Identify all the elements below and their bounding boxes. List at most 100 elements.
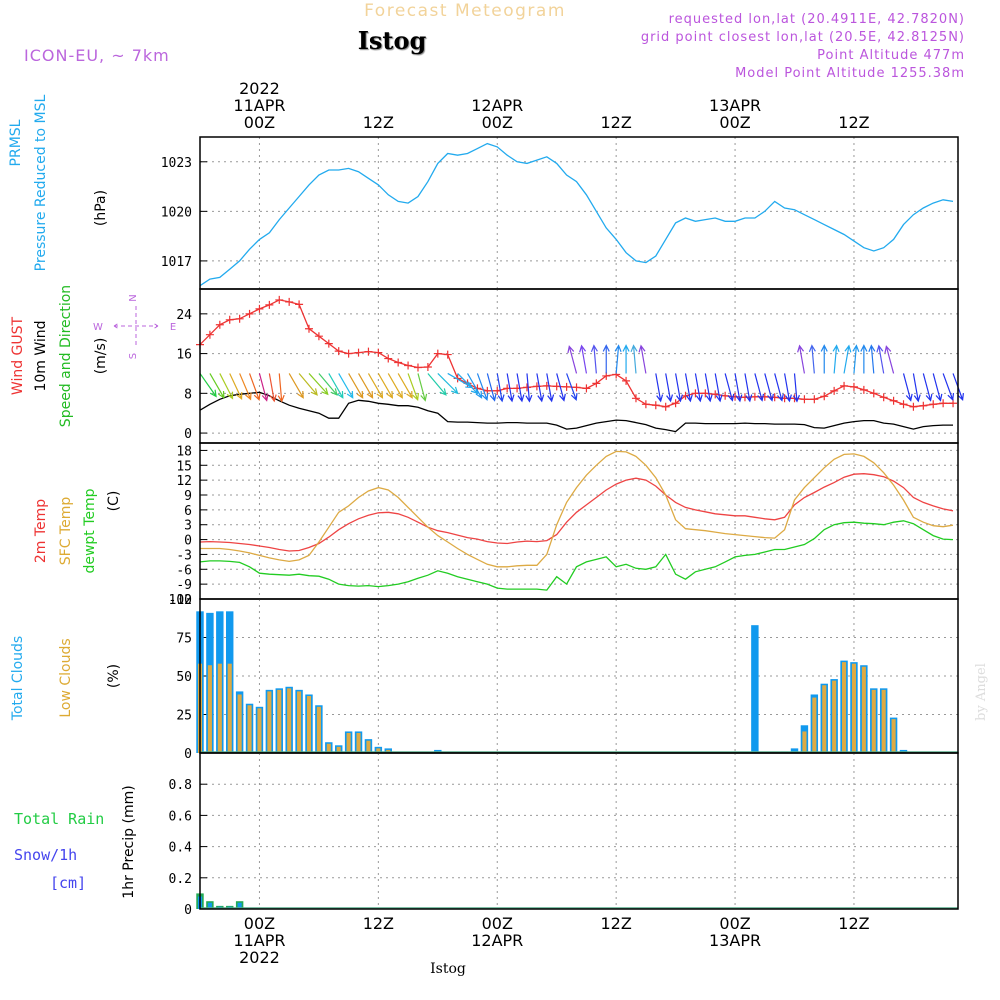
credit-watermark: by Angel <box>974 663 989 721</box>
wind-panel: 0 8 16 24 Wind GUST 10m Wind Speed and Directi… <box>10 285 964 444</box>
pressure-labels: PRMSL Pressure Reduced to MSL (hPa) <box>8 94 109 271</box>
gust-marker <box>344 349 353 358</box>
unit-label: (hPa) <box>93 190 109 226</box>
gust-marker <box>433 349 442 358</box>
wind-direction-arrow <box>774 373 784 402</box>
wind-direction-arrow <box>754 373 765 402</box>
gust-marker <box>324 339 333 348</box>
gust-marker <box>919 401 928 410</box>
model-label: ICON-EU, ~ 7km <box>24 46 170 65</box>
wind-direction-arrow <box>579 344 588 374</box>
top-time-label: 11APR <box>233 96 285 115</box>
y-tick-label: 24 <box>176 308 192 323</box>
wind-direction-arrow <box>734 373 743 403</box>
gridpoint-coords: grid point closest lon,lat (20.5E, 42.81… <box>641 30 965 45</box>
y-tick-label: 100 <box>169 593 192 608</box>
wind-direction-arrow <box>387 373 403 399</box>
y-tick-label: 0.6 <box>169 809 192 824</box>
top-time-label: 13APR <box>709 96 761 115</box>
gust-marker <box>572 383 581 392</box>
clouds-bar <box>891 719 896 753</box>
wind-direction-arrow <box>832 344 840 374</box>
y-tick-label: 0 <box>184 903 192 918</box>
wind-direction-arrow <box>277 373 285 403</box>
temperature-series-line-1 <box>200 450 954 568</box>
gust-marker <box>582 384 591 393</box>
ylabel-total-clouds: Total Clouds <box>10 636 26 721</box>
wind-direction-arrow <box>268 373 277 403</box>
wind-direction-arrow <box>476 373 489 402</box>
ylabel-temp-2: dewpt Temp <box>82 488 98 573</box>
wind-direction-arrow <box>298 373 318 396</box>
ylabel-snow-unit: [cm] <box>50 874 86 892</box>
gust-marker <box>285 297 294 306</box>
wind-direction-arrow <box>457 373 479 395</box>
gust-marker <box>205 330 214 339</box>
y-tick-label: 25 <box>176 709 192 724</box>
top-time-label: 00Z <box>482 113 513 132</box>
gust-marker <box>711 390 720 399</box>
wind-direction-arrow <box>348 373 364 399</box>
gust-marker <box>810 395 819 404</box>
ylabel-prmsl: PRMSL <box>8 119 24 166</box>
top-time-label: 00Z <box>244 113 275 132</box>
precip-bar <box>207 902 212 909</box>
clouds-bar <box>871 689 876 753</box>
y-tick-label: 12 <box>176 474 192 489</box>
ylabel-total-rain: Total Rain <box>14 810 104 828</box>
gust-marker <box>899 400 908 409</box>
gust-marker <box>443 350 452 359</box>
temperature-series-line-0 <box>199 473 954 552</box>
wind-direction-arrow <box>219 373 234 400</box>
clouds-bar <box>790 748 799 753</box>
wind-direction-arrow <box>675 373 683 403</box>
gust-marker <box>404 361 413 370</box>
model-altitude: Model Point Altitude 1255.38m <box>735 66 965 81</box>
gust-marker <box>522 383 531 392</box>
clouds-bar <box>326 743 331 753</box>
y-tick-label: 75 <box>176 632 192 647</box>
compass-w: W <box>93 322 103 333</box>
wind-direction-arrow <box>714 373 723 403</box>
gust-marker <box>384 354 393 363</box>
clouds-bar <box>306 696 312 753</box>
precip-panel: 0 0.2 0.4 0.6 0.8 Total Rain Snow/1h [cm] 1hr Pr… <box>14 752 959 918</box>
gust-marker <box>889 396 898 405</box>
wind-direction-arrow <box>486 373 497 402</box>
gust-marker <box>413 363 422 372</box>
y-tick-label: -6 <box>176 563 192 578</box>
clouds-bar <box>267 691 272 753</box>
wind-direction-arrow <box>496 373 505 403</box>
wind-direction-arrow <box>614 344 622 374</box>
wind-direction-arrow <box>417 373 428 402</box>
gust-marker <box>622 376 631 385</box>
clouds-bar <box>207 665 212 753</box>
bottom-time-label: 12APR <box>471 931 523 950</box>
wind-direction-arrow <box>229 373 243 401</box>
wind-direction-arrow <box>724 373 735 402</box>
y-tick-label: 15 <box>176 459 192 474</box>
gust-marker <box>255 304 264 313</box>
gust-marker <box>275 295 284 304</box>
wind-direction-arrow <box>868 344 876 374</box>
wind-direction-arrow <box>744 373 753 403</box>
gust-marker <box>394 358 403 367</box>
clouds-bar <box>356 732 361 753</box>
bottom-time-label: 12Z <box>600 914 631 933</box>
y-tick-label: 9 <box>184 489 192 504</box>
ylabel-temp-0: 2m Temp <box>33 499 49 563</box>
gust-marker <box>909 402 918 411</box>
wind-direction-arrow <box>622 344 630 374</box>
top-time-label: 12Z <box>838 113 869 132</box>
footer-location: Istog <box>430 961 466 977</box>
wind-direction-arrow <box>630 344 638 374</box>
compass-n: N <box>128 294 139 301</box>
bottom-time-label: 00Z <box>482 914 513 933</box>
wind-direction-arrow <box>248 373 261 402</box>
unit-label: (%) <box>106 664 122 688</box>
gust-marker <box>334 347 343 356</box>
wind-frame <box>199 288 959 444</box>
y-tick-label: 0.2 <box>169 872 192 887</box>
